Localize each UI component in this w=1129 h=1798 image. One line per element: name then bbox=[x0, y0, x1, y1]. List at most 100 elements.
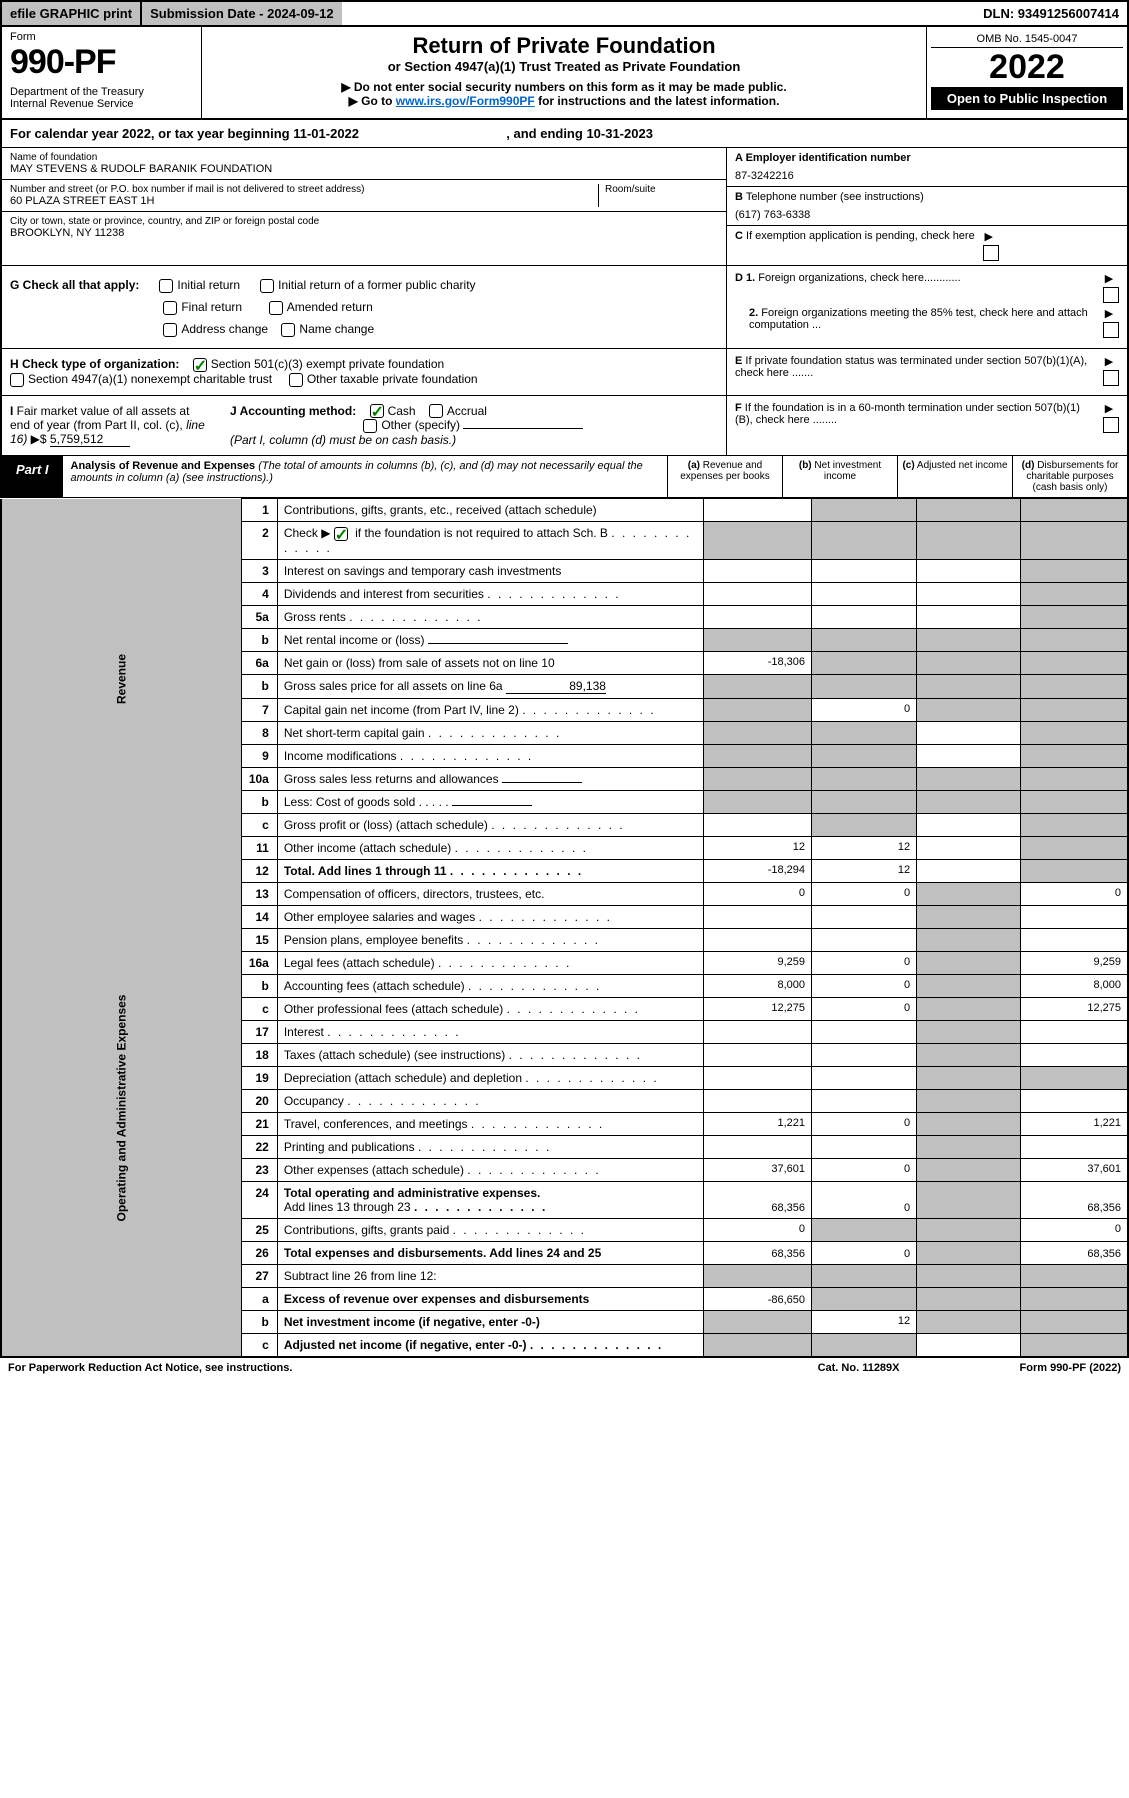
omb: OMB No. 1545-0047 bbox=[931, 31, 1123, 48]
r27a-a: -86,650 bbox=[704, 1288, 812, 1311]
r8: Net short-term capital gain bbox=[277, 722, 703, 745]
revenue-side: Revenue bbox=[114, 566, 128, 793]
d1-checkbox[interactable] bbox=[1103, 287, 1119, 303]
r24-a: 68,356 bbox=[704, 1182, 812, 1219]
r13-d: 0 bbox=[1020, 883, 1128, 906]
g-amended-cb[interactable] bbox=[269, 301, 283, 315]
g-o1: Initial return bbox=[177, 278, 240, 292]
g-name-cb[interactable] bbox=[281, 323, 295, 337]
address: 60 PLAZA STREET EAST 1H bbox=[10, 195, 598, 207]
r16a-d: 9,259 bbox=[1020, 952, 1128, 975]
cal-mid: , and ending bbox=[506, 126, 586, 141]
r26-a: 68,356 bbox=[704, 1242, 812, 1265]
footer: For Paperwork Reduction Act Notice, see … bbox=[0, 1358, 1129, 1378]
c-lbl: C If exemption application is pending, c… bbox=[735, 230, 979, 242]
city: BROOKLYN, NY 11238 bbox=[10, 227, 319, 239]
j-o2: Accrual bbox=[447, 404, 487, 418]
r3: Interest on savings and temporary cash i… bbox=[277, 560, 703, 583]
ij-row: I Fair market value of all assets at end… bbox=[0, 396, 1129, 457]
r27a: Excess of revenue over expenses and disb… bbox=[277, 1288, 703, 1311]
j-o3: Other (specify) bbox=[381, 418, 460, 432]
city-lbl: City or town, state or province, country… bbox=[10, 216, 319, 227]
d2-checkbox[interactable] bbox=[1103, 322, 1119, 338]
g-o5: Address change bbox=[181, 322, 268, 336]
h-o1: Section 501(c)(3) exempt private foundat… bbox=[211, 357, 444, 371]
r15: Pension plans, employee benefits bbox=[277, 929, 703, 952]
i-block: I Fair market value of all assets at end… bbox=[10, 404, 210, 448]
cal-pre: For calendar year 2022, or tax year begi… bbox=[10, 126, 293, 141]
r27: Subtract line 26 from line 12: bbox=[277, 1265, 703, 1288]
r23-a: 37,601 bbox=[704, 1159, 812, 1182]
form-title: Return of Private Foundation bbox=[214, 33, 914, 59]
j-other-cb[interactable] bbox=[363, 419, 377, 433]
h-4947-cb[interactable] bbox=[10, 373, 24, 387]
form-subtitle: or Section 4947(a)(1) Trust Treated as P… bbox=[214, 59, 914, 74]
name-lbl: Name of foundation bbox=[10, 152, 718, 163]
c-checkbox[interactable] bbox=[983, 245, 999, 261]
r25-d: 0 bbox=[1020, 1219, 1128, 1242]
e-lbl: E If private foundation status was termi… bbox=[735, 355, 1099, 379]
r16c-d: 12,275 bbox=[1020, 998, 1128, 1021]
h-o2: Section 4947(a)(1) nonexempt charitable … bbox=[28, 372, 272, 386]
r1: Contributions, gifts, grants, etc., rece… bbox=[277, 499, 703, 522]
ein-lbl: A Employer identification number bbox=[735, 152, 1119, 164]
h-other-cb[interactable] bbox=[289, 373, 303, 387]
g-initial-return-cb[interactable] bbox=[159, 279, 173, 293]
g-initial-former-cb[interactable] bbox=[260, 279, 274, 293]
e-checkbox[interactable] bbox=[1103, 370, 1119, 386]
r2-cb[interactable] bbox=[334, 527, 348, 541]
r10a: Gross sales less returns and allowances bbox=[277, 768, 703, 791]
r26: Total expenses and disbursements. Add li… bbox=[277, 1242, 703, 1265]
r21-d: 1,221 bbox=[1020, 1113, 1128, 1136]
j-accrual-cb[interactable] bbox=[429, 404, 443, 418]
r10b: Less: Cost of goods sold . . . . . bbox=[277, 791, 703, 814]
form-number: 990-PF bbox=[10, 43, 193, 82]
r27c: Adjusted net income (if negative, enter … bbox=[277, 1334, 703, 1358]
g-lbl: G Check all that apply: bbox=[10, 278, 139, 292]
form-link[interactable]: www.irs.gov/Form990PF bbox=[396, 94, 535, 108]
cal-begin: 11-01-2022 bbox=[293, 126, 359, 141]
r11: Other income (attach schedule) bbox=[277, 837, 703, 860]
col-c-hdr: (c) Adjusted net income bbox=[897, 456, 1012, 497]
r16a: Legal fees (attach schedule) bbox=[277, 952, 703, 975]
g-o2: Initial return of a former public charit… bbox=[278, 278, 475, 292]
g-row: G Check all that apply: Initial return I… bbox=[0, 266, 1129, 349]
room-lbl: Room/suite bbox=[605, 184, 718, 195]
part1-lbl: Part I bbox=[2, 456, 63, 497]
tax-year: 2022 bbox=[931, 48, 1123, 87]
h-501c3-cb[interactable] bbox=[193, 358, 207, 372]
r13-a: 0 bbox=[704, 883, 812, 906]
note-ssn: ▶ Do not enter social security numbers o… bbox=[214, 80, 914, 94]
d1-lbl: D 1. Foreign organizations, check here..… bbox=[735, 272, 1099, 284]
f-checkbox[interactable] bbox=[1103, 417, 1119, 433]
note-link-post: for instructions and the latest informat… bbox=[535, 94, 780, 108]
r21: Travel, conferences, and meetings bbox=[277, 1113, 703, 1136]
r22: Printing and publications bbox=[277, 1136, 703, 1159]
addr-lbl: Number and street (or P.O. box number if… bbox=[10, 184, 598, 195]
submission-date: Submission Date - 2024-09-12 bbox=[140, 2, 342, 25]
r5a: Gross rents bbox=[277, 606, 703, 629]
arrow-icon: ▶ bbox=[1105, 307, 1113, 320]
r13: Compensation of officers, directors, tru… bbox=[277, 883, 703, 906]
cal-end: 10-31-2023 bbox=[586, 126, 653, 141]
h-lbl: H Check type of organization: bbox=[10, 357, 179, 371]
phone: (617) 763-6338 bbox=[735, 209, 1119, 221]
dept: Department of the Treasury Internal Reve… bbox=[10, 86, 193, 110]
r26-d: 68,356 bbox=[1020, 1242, 1128, 1265]
r12-a: -18,294 bbox=[704, 860, 812, 883]
g-addr-cb[interactable] bbox=[163, 323, 177, 337]
r23-d: 37,601 bbox=[1020, 1159, 1128, 1182]
r16b-b: 0 bbox=[812, 975, 917, 998]
r9: Income modifications bbox=[277, 745, 703, 768]
f-lbl: F If the foundation is in a 60-month ter… bbox=[735, 402, 1099, 426]
open-inspection: Open to Public Inspection bbox=[931, 87, 1123, 110]
r11-b: 12 bbox=[812, 837, 917, 860]
exp-side: Operating and Administrative Expenses bbox=[114, 995, 128, 1222]
info-grid: Name of foundation MAY STEVENS & RUDOLF … bbox=[0, 148, 1129, 266]
j-block: J Accounting method: Cash Accrual Other … bbox=[230, 404, 718, 448]
h-o3: Other taxable private foundation bbox=[307, 372, 478, 386]
r27b-b: 12 bbox=[812, 1311, 917, 1334]
g-final-cb[interactable] bbox=[163, 301, 177, 315]
j-cash-cb[interactable] bbox=[370, 404, 384, 418]
r23-b: 0 bbox=[812, 1159, 917, 1182]
